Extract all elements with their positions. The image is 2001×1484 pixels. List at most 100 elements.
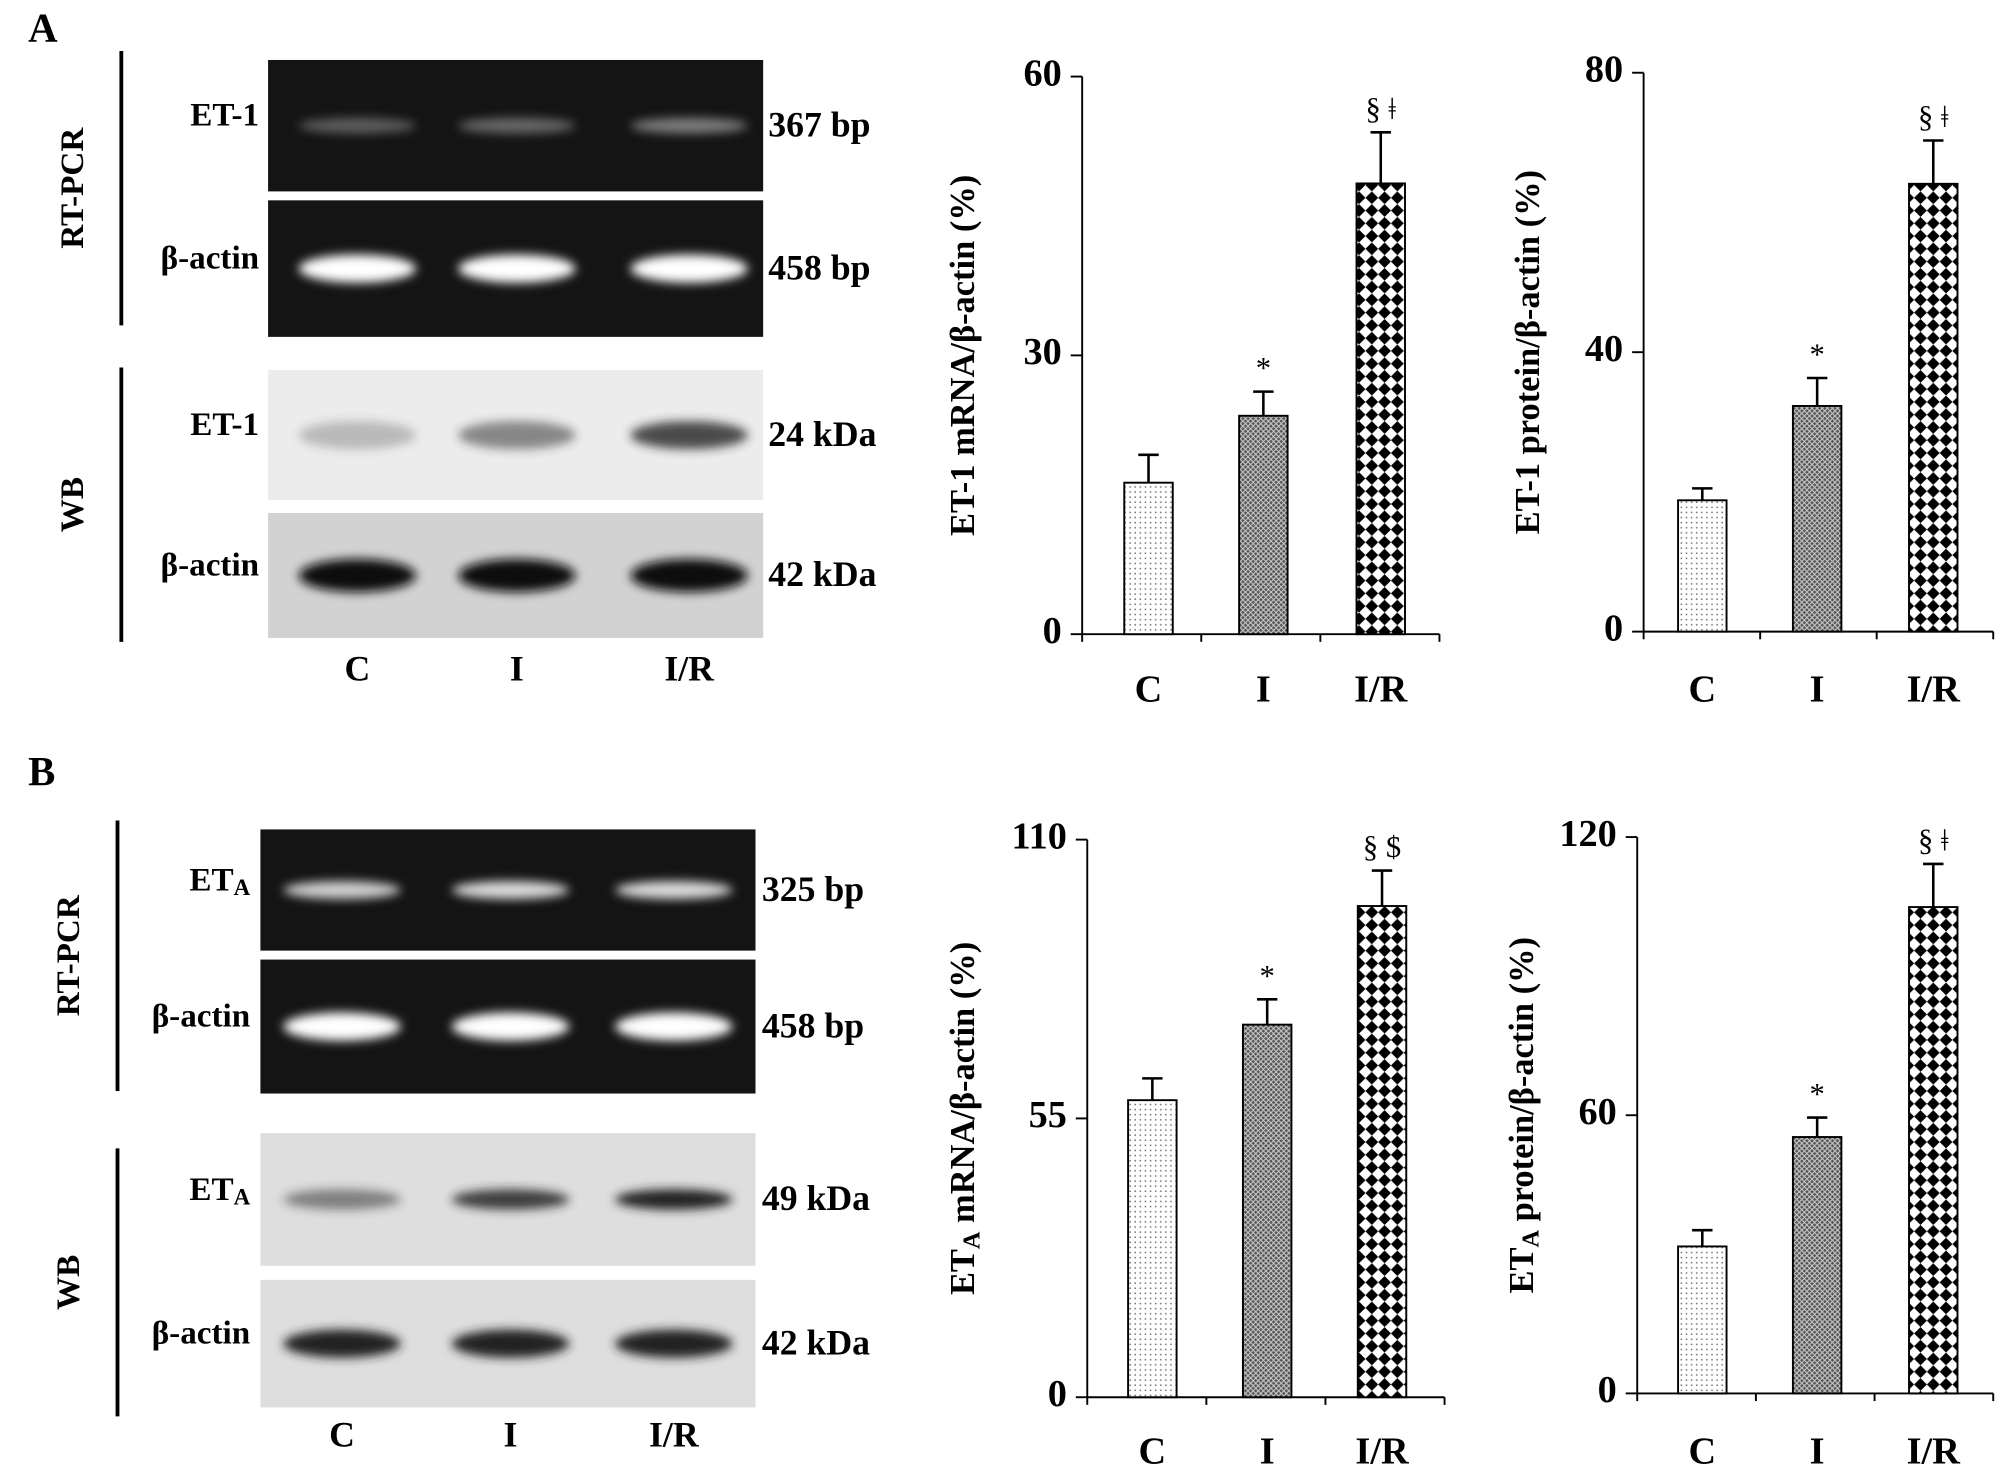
bar [1908,182,1959,633]
x-tick-label: I/R [1355,1430,1409,1472]
bar [1791,405,1843,633]
group-label: RT-PCR [54,127,91,249]
y-axis-title-part: ET [944,1249,982,1295]
band [630,421,748,450]
y-axis-title: ETA mRNA/β-actin (%) [944,942,985,1295]
band-size: 458 bp [762,1005,864,1045]
lane-label: I/R [664,649,715,689]
x-tick-label: I [1810,669,1825,711]
band-size: 42 kDa [762,1322,870,1362]
bar [1355,182,1406,636]
band-label: ET-1 [190,406,259,443]
band-label-part: ET [189,861,233,898]
x-tick-label: I/R [1354,669,1408,711]
x-tick-label: I/R [1907,1430,1961,1472]
band-size: 367 bp [768,104,870,144]
bar [1908,906,1959,1395]
panel-letter: A [28,5,58,50]
band [298,254,417,283]
y-tick-label: 0 [1048,1373,1067,1415]
y-axis-title-part: ET [1503,1247,1541,1293]
band [283,1012,401,1041]
annotation: § ǂ [1365,92,1396,126]
group-label: RT-PCR [50,894,87,1016]
y-tick-label: 40 [1585,328,1623,370]
annotation: * [1809,338,1824,372]
lane-label: I [510,649,524,689]
y-tick-label: 30 [1023,331,1061,373]
y-tick-label: 110 [1012,815,1067,857]
band [630,558,748,593]
panel-letter: B [28,749,55,794]
bar [1791,1136,1843,1395]
x-tick-label: I [1256,669,1271,711]
band [451,1012,570,1041]
band [630,254,748,283]
band [615,881,733,899]
band [451,881,570,899]
band [630,118,748,134]
bar [1356,905,1408,1399]
y-tick-label: 55 [1029,1094,1067,1136]
y-axis-title: ETA protein/β-actin (%) [1503,937,1544,1293]
band-label: ET-1 [190,97,259,134]
x-tick-label: C [1139,1430,1167,1472]
band [458,118,576,134]
group-label: WB [54,477,91,532]
band [615,1329,733,1358]
band-label: β-actin [161,546,260,583]
annotation: * [1809,1077,1824,1111]
band [283,1189,401,1210]
annotation: § ǂ [1918,100,1949,134]
y-tick-label: 0 [1598,1369,1617,1411]
lane-label: C [344,649,370,689]
band-size: 458 bp [768,247,870,287]
band [451,1329,570,1358]
x-tick-label: C [1688,669,1716,711]
y-axis-title: ET-1 mRNA/β-actin (%) [944,175,982,536]
band-label: β-actin [161,240,260,277]
bar [1677,1245,1728,1395]
band-size: 42 kDa [768,554,876,594]
band-label: ETA [189,861,250,900]
annotation: § $ [1363,830,1401,864]
y-axis-title-subscript: A [958,1231,985,1249]
band-label-subscript: A [234,1185,251,1210]
band-label: β-actin [152,998,251,1035]
band-size: 24 kDa [768,414,876,454]
x-tick-label: I [1260,1430,1275,1472]
band-label: ETA [189,1170,250,1209]
band-label-part: ET [189,1170,233,1207]
x-tick-label: C [1135,669,1163,711]
band [458,421,576,450]
group-label: WB [50,1255,87,1310]
x-tick-label: I/R [1907,669,1961,711]
y-tick-label: 80 [1585,49,1623,91]
band [283,881,401,899]
band [451,1189,570,1210]
y-axis-title-part: protein/β-actin (%) [1503,937,1541,1230]
y-axis-title-part: mRNA/β-actin (%) [944,942,982,1232]
band [298,558,417,593]
annotation: * [1260,959,1275,993]
band [458,558,576,593]
band [283,1329,401,1358]
y-axis-title: ET-1 protein/β-actin (%) [1509,170,1547,534]
y-tick-label: 0 [1604,607,1623,649]
y-tick-label: 120 [1559,813,1616,855]
band-size: 325 bp [762,869,864,909]
bar [1677,499,1728,633]
y-tick-label: 60 [1579,1091,1617,1133]
bar [1241,1023,1293,1399]
band-label-subscript: A [234,875,251,900]
band-size: 49 kDa [762,1178,870,1218]
bar [1238,414,1289,636]
y-tick-label: 0 [1043,610,1062,652]
band [458,254,576,283]
annotation: * [1256,351,1271,385]
y-tick-label: 60 [1023,52,1061,94]
x-tick-label: I [1810,1430,1825,1472]
bar [1123,481,1174,636]
